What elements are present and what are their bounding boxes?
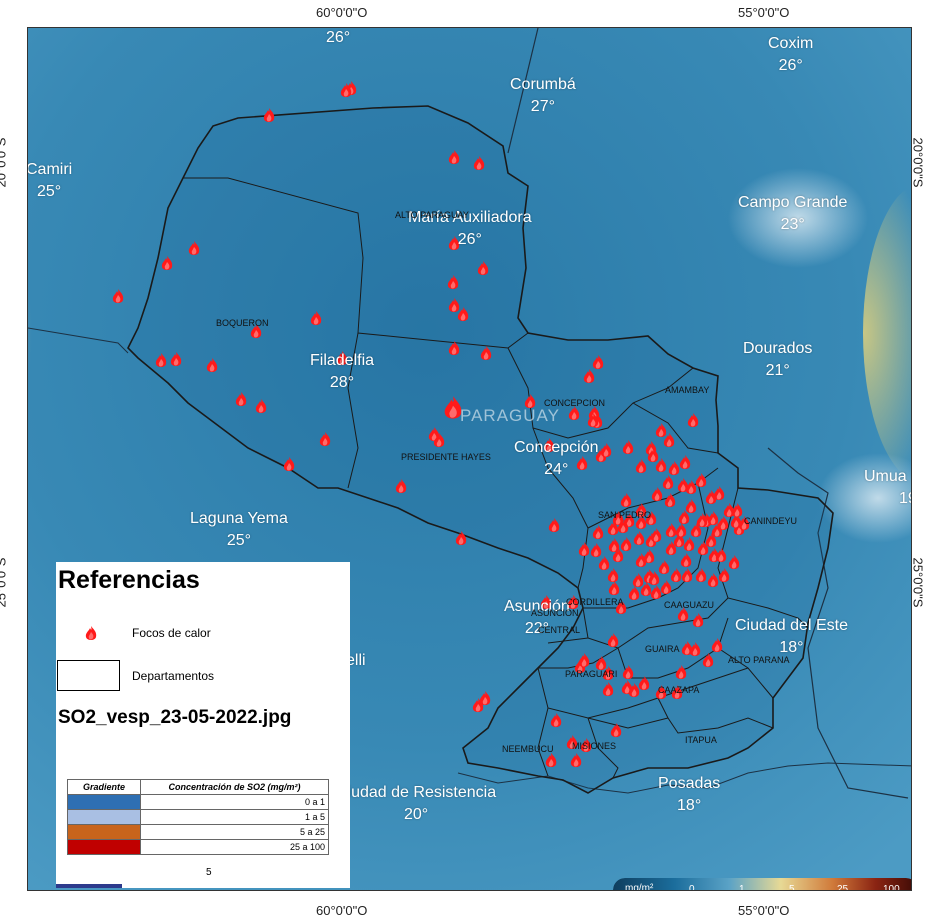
colorbar-tick: 0 — [689, 884, 695, 891]
city-dourados: Dourados 21° — [743, 340, 813, 379]
border-bolivia-west — [28, 327, 129, 354]
city-laguna-yema: Laguna Yema 25° — [190, 510, 288, 549]
department-swatch — [57, 660, 120, 691]
city-coxim: Coxim 26° — [768, 35, 814, 74]
legend-panel: Referencias Focos de calor Departamentos… — [56, 562, 350, 888]
border-brazil-north — [507, 28, 539, 154]
gradient-row: 0 a 1 — [67, 794, 329, 810]
legend-stray-text: 5 — [206, 867, 212, 878]
city-filadelfia: Filadelfia 28° — [310, 352, 375, 391]
colorbar-tick: 100 — [883, 884, 900, 891]
legend-fire-label: Focos de calor — [132, 626, 211, 640]
gradient-swatch — [67, 794, 141, 810]
fire-icon — [85, 626, 97, 640]
city-elli: elli — [346, 652, 366, 669]
dept-label: SAN PEDRO — [598, 510, 652, 520]
coord-bottom-left: 60°0'0"O — [316, 903, 368, 918]
paraguay-outline — [127, 105, 834, 794]
city-resistencia: Ciudad de Resistencia 20° — [336, 784, 497, 823]
dept-label: CANINDEYU — [744, 516, 798, 526]
coord-left-top: 20°0'0"S — [0, 137, 9, 188]
city-top: 26° — [326, 29, 351, 46]
city-concepcion: Concepción 24° — [514, 439, 599, 478]
gradient-range: 25 a 100 — [140, 839, 329, 855]
gradient-range: 5 a 25 — [140, 824, 329, 840]
colorbar-gradient — [613, 878, 911, 890]
dept-label: NEEMBUCU — [502, 744, 554, 754]
city-campo-grande: Campo Grande 23° — [738, 194, 848, 233]
city-ciudad-del-este: Ciudad del Este 18° — [735, 617, 848, 656]
dept-label: ITAPUA — [685, 735, 717, 745]
dept-label: CAAZAPA — [658, 685, 700, 695]
coord-right-top: 20°0'0"S — [910, 137, 926, 188]
yellow-zone-right — [863, 186, 911, 480]
border-argentina-south — [457, 762, 911, 794]
gradient-range: 1 a 5 — [140, 809, 329, 825]
gradient-table-header: Gradiente Concentración de SO2 (mg/m²) — [67, 779, 329, 795]
concentration-colorbar: mg/m² 0 1 5 25 100 — [613, 878, 911, 891]
legend-file-name: SO2_vesp_23-05-2022.jpg — [58, 707, 292, 728]
city-corumba: Corumbá 27° — [510, 76, 576, 115]
gradient-row: 1 a 5 — [67, 809, 329, 825]
gradient-swatch — [67, 824, 141, 840]
legend-blue-strip — [56, 884, 122, 888]
dept-label: CAAGUAZU — [664, 600, 715, 610]
dept-label: ALTO PARANA — [728, 655, 790, 665]
colorbar-tick: 25 — [837, 884, 849, 891]
colorbar-tick: 5 — [789, 884, 795, 891]
gradient-table: Gradiente Concentración de SO2 (mg/m²) 0… — [67, 779, 329, 855]
dept-label: CONCEPCION — [544, 398, 606, 408]
country-label: PARAGUAY — [460, 406, 560, 425]
coord-top-right: 55°0'0"O — [738, 5, 790, 20]
glow-campo-grande — [728, 168, 868, 268]
gradient-swatch — [67, 839, 141, 855]
dept-label: AMAMBAY — [665, 385, 710, 395]
colorbar-tick: 1 — [739, 884, 745, 891]
legend-title: Referencias — [58, 566, 200, 594]
colorbar-unit: mg/m² — [625, 883, 654, 891]
city-camiri: Camiri 25° — [27, 161, 73, 200]
gradient-row: 25 a 100 — [67, 839, 329, 855]
concentration-col-header: Concentración de SO2 (mg/m²) — [140, 779, 329, 795]
dept-label: CORDILLERA — [566, 597, 624, 607]
border-brazil-east — [767, 447, 909, 799]
gradient-row: 5 a 25 — [67, 824, 329, 840]
legend-department-label: Departamentos — [132, 669, 215, 683]
gradient-col-header: Gradiente — [67, 779, 141, 795]
city-maria-auxiliadora: María Auxiliadora 26° — [408, 209, 532, 248]
dept-label: CENTRAL — [538, 625, 581, 635]
city-asuncion: Asunción 22° — [504, 598, 570, 637]
coord-bottom-right: 55°0'0"O — [738, 903, 790, 918]
dept-label: PARAGUARI — [565, 669, 618, 679]
dept-label: MISIONES — [572, 741, 617, 751]
city-posadas: Posadas 18° — [658, 775, 721, 814]
coord-top-left: 60°0'0"O — [316, 5, 368, 20]
dept-label: GUAIRA — [645, 644, 680, 654]
coord-left-bottom: 25°0'0"S — [0, 557, 9, 608]
city-umuarama: Umua19 — [864, 468, 911, 507]
dept-label: PRESIDENTE HAYES — [401, 452, 491, 462]
glow-umuarama — [818, 453, 911, 543]
gradient-swatch — [67, 809, 141, 825]
dept-label: ASUNCION — [531, 608, 579, 618]
gradient-range: 0 a 1 — [140, 794, 329, 810]
coord-right-bottom: 25°0'0"S — [910, 557, 926, 608]
dept-label: ALTO PARAGUAY — [395, 210, 469, 220]
dept-label: BOQUERON — [216, 318, 269, 328]
